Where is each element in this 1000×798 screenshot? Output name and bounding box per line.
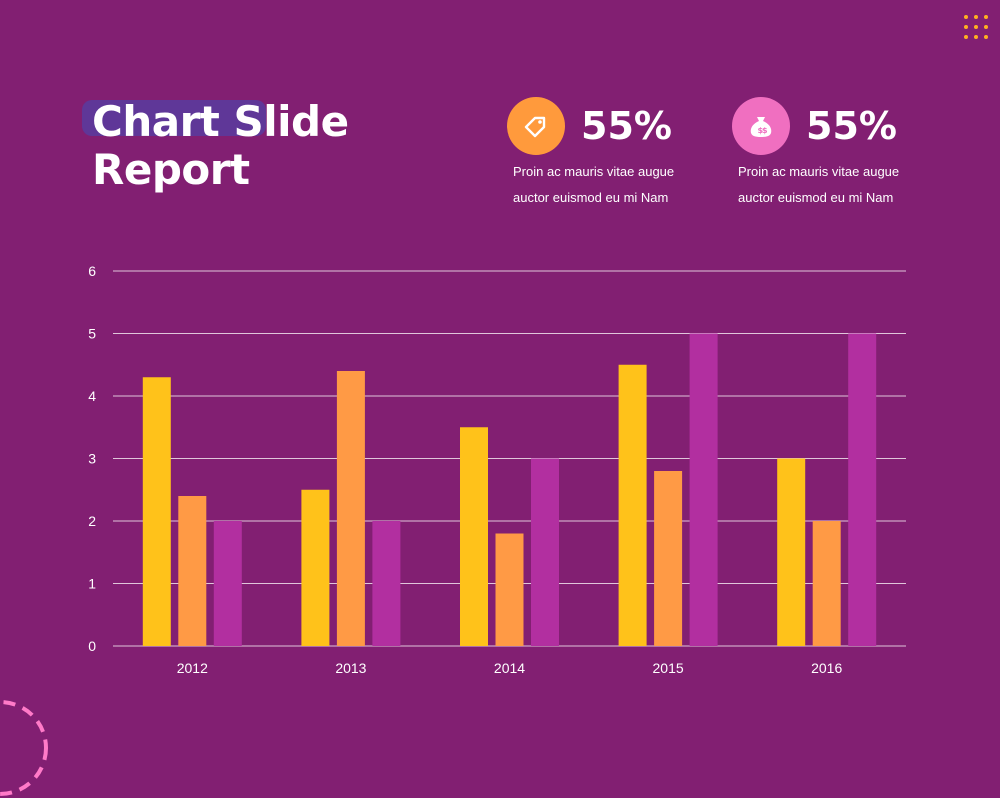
stat-description-2: Proin ac mauris vitae augue auctor euism…	[738, 164, 900, 205]
x-tick-label: 2013	[335, 660, 366, 676]
decorative-dot	[984, 25, 988, 29]
bar-2012-series-3	[213, 521, 242, 646]
bar-2013-series-3	[372, 521, 401, 646]
bar-2013-series-1	[301, 489, 330, 646]
y-tick-label: 3	[88, 451, 96, 467]
y-tick-label: 6	[88, 263, 96, 279]
bar-2014-series-1	[460, 427, 488, 646]
decorative-dots	[964, 15, 988, 39]
bar-2016-series-3	[848, 333, 877, 646]
title-highlight	[82, 100, 266, 136]
bar-2013-series-2	[336, 371, 365, 646]
bar-2015-series-3	[689, 333, 718, 646]
bar-2012-series-1	[142, 377, 171, 646]
bar-2015-series-1	[618, 364, 647, 646]
decorative-dot	[974, 25, 978, 29]
y-axis-ticks: 0 1 2 3 4 5 6	[88, 263, 96, 654]
bar-chart: 0 1 2 3 4 5 6 2012 2013 2014 2015 2016	[88, 263, 906, 676]
x-tick-label: 2014	[494, 660, 525, 676]
y-tick-label: 5	[88, 326, 96, 342]
svg-text:$: $	[762, 126, 768, 135]
x-axis-ticks: 2012 2013 2014 2015 2016	[177, 660, 843, 676]
decorative-dot	[964, 25, 968, 29]
decorative-dot	[964, 35, 968, 39]
y-tick-label: 0	[88, 638, 96, 654]
bar-2015-series-2	[654, 471, 683, 646]
decorative-dot	[974, 15, 978, 19]
y-tick-label: 1	[88, 576, 96, 592]
x-tick-label: 2015	[653, 660, 684, 676]
x-tick-label: 2016	[811, 660, 842, 676]
decorative-dot	[984, 35, 988, 39]
stat-description-1: Proin ac mauris vitae augue auctor euism…	[513, 164, 675, 205]
slide-title: Chart Slide Report	[92, 97, 349, 194]
title-block: Chart Slide Report	[82, 98, 412, 194]
bar-2014-series-2	[495, 533, 524, 646]
bar-2016-series-2	[812, 521, 841, 646]
decorative-dot	[964, 15, 968, 19]
decorative-dashed-arc	[0, 700, 48, 796]
money-bag-icon: $ $	[732, 97, 790, 155]
bar-2012-series-2	[178, 496, 207, 646]
price-tag-icon	[507, 97, 565, 155]
svg-text:$: $	[758, 126, 764, 135]
decorative-dot	[974, 35, 978, 39]
stat-value-2: 55%	[806, 104, 897, 148]
x-tick-label: 2012	[177, 660, 208, 676]
y-tick-label: 4	[88, 388, 96, 404]
decorative-dot	[984, 15, 988, 19]
bar-2014-series-3	[531, 458, 559, 646]
bars	[142, 333, 877, 646]
y-tick-label: 2	[88, 513, 96, 529]
bar-2016-series-1	[777, 458, 806, 646]
stat-value-1: 55%	[581, 104, 672, 148]
grid-lines	[113, 270, 906, 647]
